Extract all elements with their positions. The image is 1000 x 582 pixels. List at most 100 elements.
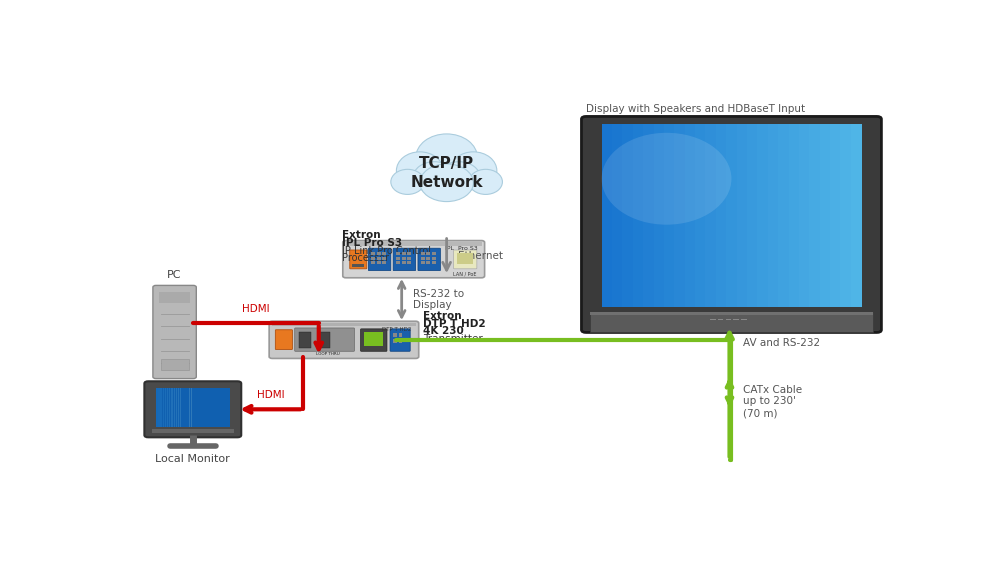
Bar bbox=[590, 312, 873, 314]
Bar bbox=[393, 339, 397, 343]
Bar bbox=[664, 123, 675, 307]
Text: HDMI: HDMI bbox=[242, 304, 270, 314]
FancyBboxPatch shape bbox=[350, 250, 367, 269]
Bar bbox=[830, 123, 841, 307]
Bar bbox=[851, 123, 862, 307]
Bar bbox=[377, 261, 381, 264]
Bar bbox=[371, 252, 375, 255]
FancyBboxPatch shape bbox=[368, 248, 391, 271]
Ellipse shape bbox=[416, 134, 477, 180]
Bar bbox=[156, 388, 158, 427]
Bar bbox=[737, 123, 748, 307]
Bar bbox=[364, 332, 383, 346]
Bar bbox=[407, 261, 411, 264]
Bar bbox=[695, 123, 706, 307]
Bar bbox=[377, 252, 381, 255]
Bar bbox=[799, 123, 810, 307]
Bar bbox=[399, 339, 402, 343]
Bar bbox=[352, 264, 364, 268]
Ellipse shape bbox=[469, 169, 502, 194]
Bar bbox=[426, 252, 430, 255]
Bar bbox=[622, 123, 634, 307]
Bar bbox=[399, 333, 402, 337]
Bar bbox=[382, 261, 386, 264]
Bar bbox=[426, 257, 430, 260]
Bar bbox=[156, 388, 230, 427]
Bar bbox=[402, 257, 406, 260]
Bar bbox=[757, 123, 769, 307]
Bar bbox=[768, 123, 779, 307]
Bar bbox=[174, 388, 175, 427]
Bar bbox=[421, 257, 425, 260]
Bar bbox=[612, 123, 623, 307]
FancyBboxPatch shape bbox=[454, 250, 477, 269]
Bar bbox=[602, 123, 861, 307]
Text: Extron: Extron bbox=[423, 311, 462, 321]
FancyBboxPatch shape bbox=[153, 285, 196, 379]
Text: IPL Pro S3: IPL Pro S3 bbox=[342, 238, 402, 248]
FancyBboxPatch shape bbox=[295, 328, 354, 352]
Text: Local Monitor: Local Monitor bbox=[155, 454, 230, 464]
Bar bbox=[382, 257, 386, 260]
Bar bbox=[163, 388, 164, 427]
Bar bbox=[710, 318, 716, 320]
Bar bbox=[346, 242, 482, 246]
FancyBboxPatch shape bbox=[144, 381, 241, 437]
Text: Processor: Processor bbox=[342, 253, 389, 262]
Bar bbox=[820, 123, 831, 307]
FancyBboxPatch shape bbox=[275, 330, 292, 349]
Bar bbox=[840, 123, 852, 307]
Text: 4K 230: 4K 230 bbox=[423, 327, 464, 336]
Bar bbox=[633, 123, 644, 307]
Bar bbox=[809, 123, 820, 307]
Bar bbox=[674, 123, 685, 307]
Bar bbox=[159, 292, 190, 303]
Ellipse shape bbox=[438, 162, 480, 193]
Bar bbox=[407, 252, 411, 255]
Bar bbox=[371, 257, 375, 260]
Text: HDMI: HDMI bbox=[256, 391, 284, 400]
Bar bbox=[741, 318, 747, 320]
Bar bbox=[421, 252, 425, 255]
Bar bbox=[421, 261, 425, 264]
Bar bbox=[432, 261, 436, 264]
Text: DTP T HD2: DTP T HD2 bbox=[382, 327, 412, 332]
Bar bbox=[396, 261, 400, 264]
Text: TCP/IP
Network: TCP/IP Network bbox=[410, 156, 483, 190]
FancyBboxPatch shape bbox=[390, 329, 410, 352]
FancyBboxPatch shape bbox=[269, 321, 419, 359]
Bar bbox=[432, 252, 436, 255]
Bar bbox=[272, 323, 416, 326]
Bar bbox=[171, 388, 173, 427]
Text: IP Link Pro Control: IP Link Pro Control bbox=[342, 246, 431, 256]
Ellipse shape bbox=[396, 137, 497, 200]
Bar bbox=[319, 332, 330, 347]
Bar bbox=[726, 123, 737, 307]
Bar bbox=[778, 123, 789, 307]
Bar bbox=[716, 123, 727, 307]
Bar bbox=[705, 123, 717, 307]
Bar bbox=[747, 123, 758, 307]
Bar bbox=[718, 318, 723, 320]
Bar bbox=[402, 252, 406, 255]
Bar bbox=[643, 123, 654, 307]
Bar bbox=[432, 257, 436, 260]
Bar bbox=[167, 388, 168, 427]
Text: DTP T HD2: DTP T HD2 bbox=[423, 319, 486, 329]
Ellipse shape bbox=[602, 133, 731, 225]
Bar bbox=[426, 261, 430, 264]
Bar bbox=[152, 429, 234, 433]
Bar bbox=[165, 388, 166, 427]
Ellipse shape bbox=[396, 152, 443, 190]
FancyBboxPatch shape bbox=[393, 248, 416, 271]
Text: LAN / PoE: LAN / PoE bbox=[453, 272, 477, 276]
Bar bbox=[371, 261, 375, 264]
Bar bbox=[161, 359, 189, 370]
Ellipse shape bbox=[420, 164, 473, 201]
Text: LOOP THRU: LOOP THRU bbox=[316, 352, 340, 356]
Text: PC: PC bbox=[167, 271, 182, 281]
Bar bbox=[685, 123, 696, 307]
Bar bbox=[789, 123, 800, 307]
Bar bbox=[382, 252, 386, 255]
Bar bbox=[396, 257, 400, 260]
